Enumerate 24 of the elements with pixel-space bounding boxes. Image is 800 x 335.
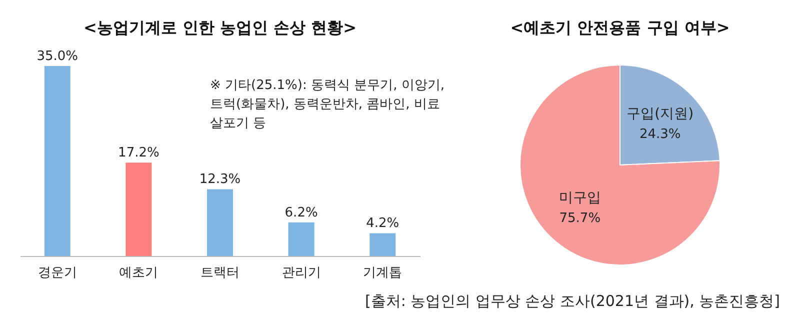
bar — [288, 222, 314, 256]
text: [출처: 농업인의 업무상 손상 조사(2021년 결과), 농촌진흥청] — [364, 292, 780, 311]
x-tick-label: 기계톱 — [363, 266, 402, 280]
bar — [206, 189, 234, 256]
pie-slice — [520, 64, 720, 266]
x-tick-label: 경운기 — [38, 266, 77, 280]
chart-title: <예초기 안전용품 구입 여부> — [510, 18, 730, 37]
data-label: 24.3% — [639, 127, 681, 142]
bar — [126, 162, 152, 256]
annotation: ※ 기타(25.1%): 동력식 분무기, 이앙기, 트럭(화물차), 동력운반차, 콤바인, 비료살포기 등 — [210, 77, 445, 133]
data-label: 4.2% — [366, 216, 400, 232]
x-tick-label: 관리기 — [282, 266, 321, 280]
data-label: 12.3% — [199, 172, 241, 188]
data-label: 6.2% — [284, 205, 318, 220]
x-tick-label: 트랙터 — [200, 266, 240, 280]
bar — [44, 66, 70, 256]
data-label: 35.0% — [36, 49, 78, 64]
slice-label: 구입(지원) — [626, 106, 694, 122]
slice-label: 미구입 — [558, 190, 601, 206]
data-label: 17.2% — [118, 146, 160, 161]
bar — [370, 233, 396, 256]
data-label: 75.7% — [559, 210, 601, 226]
chart-title: <농업기계로 인한 농업인 손상 현황> — [83, 18, 357, 37]
x-tick-label: 예초기 — [119, 266, 158, 280]
